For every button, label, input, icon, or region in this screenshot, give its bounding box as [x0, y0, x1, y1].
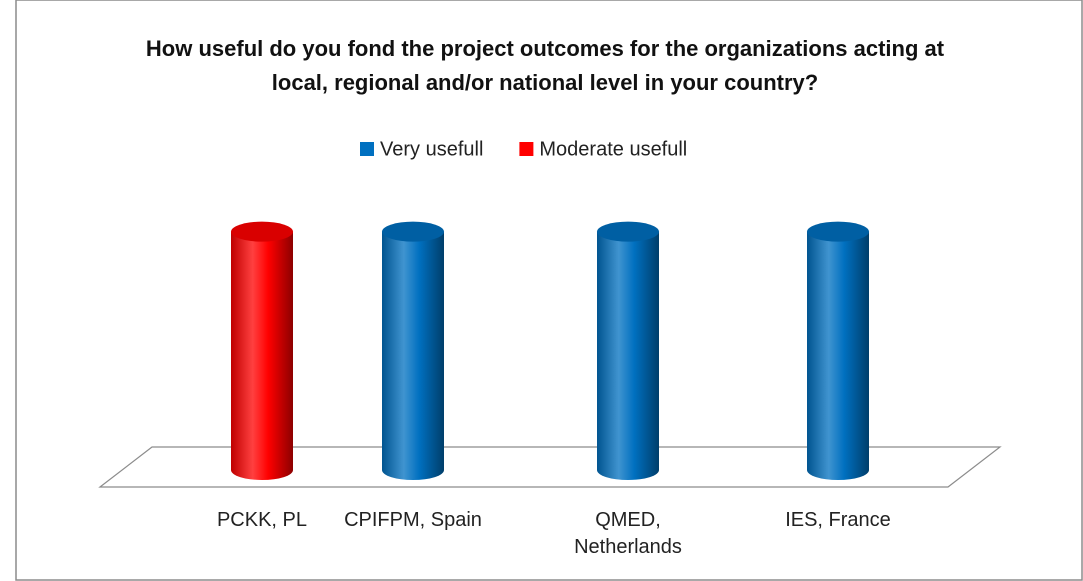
bar: [382, 231, 444, 480]
chart-border: [15, 0, 1083, 581]
legend-label: Very usefull: [380, 138, 483, 160]
legend-label: Moderate usefull: [539, 138, 687, 160]
floor: [98, 446, 1002, 488]
legend-swatch: [360, 142, 374, 156]
x-tick-label: PCKK, PL: [216, 509, 308, 531]
bar: [597, 231, 659, 480]
bar: [807, 231, 869, 480]
bar-top: [231, 221, 293, 242]
legend-swatch: [519, 142, 534, 156]
chart-title: How useful do you fond the project outco…: [145, 36, 945, 95]
bar-top: [597, 221, 659, 242]
x-tick-label: IES, France: [785, 509, 891, 531]
bar-top: [807, 221, 869, 242]
x-tick-label: QMED, Netherlands: [574, 509, 682, 558]
x-tick-label: CPIFPM, Spain: [344, 509, 482, 531]
bar-top: [382, 221, 444, 242]
bar: [231, 231, 293, 480]
